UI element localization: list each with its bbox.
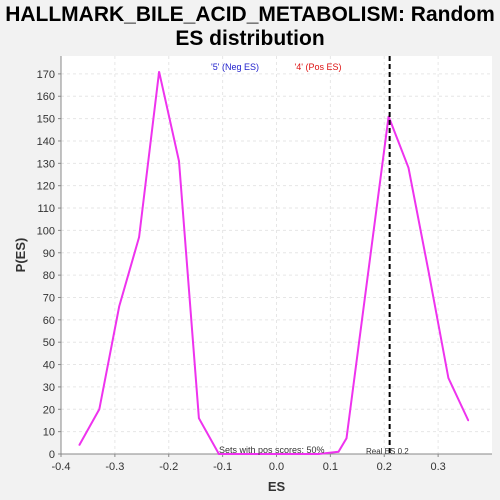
- data-point: [138, 236, 140, 238]
- y-tick-label: 80: [43, 270, 55, 282]
- data-point: [257, 453, 260, 455]
- y-tick-label: 120: [37, 181, 55, 193]
- data-point: [337, 450, 340, 453]
- data-point: [178, 160, 180, 162]
- data-point: [118, 305, 120, 308]
- y-tick-label: 70: [43, 292, 55, 304]
- x-tick-label: -0.4: [52, 461, 71, 473]
- data-point: [447, 377, 450, 379]
- data-point: [98, 408, 101, 411]
- y-tick-label: 170: [37, 69, 55, 81]
- y-tick-label: 10: [43, 427, 55, 439]
- data-point: [427, 269, 430, 272]
- y-tick-label: 50: [43, 337, 55, 349]
- data-point: [297, 453, 300, 455]
- x-tick-label: -0.2: [159, 461, 178, 473]
- data-point: [237, 453, 240, 455]
- data-point: [467, 419, 470, 422]
- y-tick-label: 40: [43, 360, 55, 372]
- pos-scores-text: Sets with pos scores: 50%: [219, 445, 325, 455]
- y-tick-label: 160: [37, 91, 55, 103]
- data-point: [198, 417, 200, 420]
- y-tick-label: 0: [49, 449, 55, 461]
- data-point: [407, 166, 410, 169]
- data-point: [317, 453, 320, 455]
- data-point: [78, 444, 81, 446]
- data-point: [345, 437, 348, 440]
- data-point: [277, 453, 280, 455]
- data-point: [218, 453, 220, 455]
- y-tick-label: 110: [37, 203, 55, 215]
- y-axis-label: P(ES): [13, 238, 28, 273]
- chart-title-line-1: HALLMARK_BILE_ACID_METABOLISM: Random: [5, 3, 495, 26]
- real-es-text: Real ES 0.2: [366, 447, 409, 456]
- y-tick-label: 130: [37, 158, 55, 170]
- series-line: [78, 71, 470, 455]
- pos-es-label: '4' (Pos ES): [295, 62, 342, 72]
- x-tick-label: -0.1: [213, 461, 232, 473]
- y-tick-label: 60: [43, 315, 55, 327]
- y-tick-label: 90: [43, 248, 55, 260]
- x-tick-label: -0.3: [105, 461, 124, 473]
- chart-title-line-2: ES distribution: [175, 27, 325, 50]
- y-tick-label: 20: [43, 404, 55, 416]
- x-tick-label: 0.3: [430, 461, 445, 473]
- x-tick-label: 0.0: [269, 461, 284, 473]
- y-tick-label: 100: [37, 225, 55, 237]
- y-tick-label: 150: [37, 114, 55, 126]
- x-axis-label: ES: [268, 479, 286, 494]
- neg-es-label: '5' (Neg ES): [211, 62, 259, 72]
- x-tick-label: 0.2: [377, 461, 392, 473]
- y-tick-label: 140: [37, 136, 55, 148]
- y-tick-label: 30: [43, 382, 55, 394]
- data-point: [158, 70, 160, 73]
- x-tick-label: 0.1: [323, 461, 338, 473]
